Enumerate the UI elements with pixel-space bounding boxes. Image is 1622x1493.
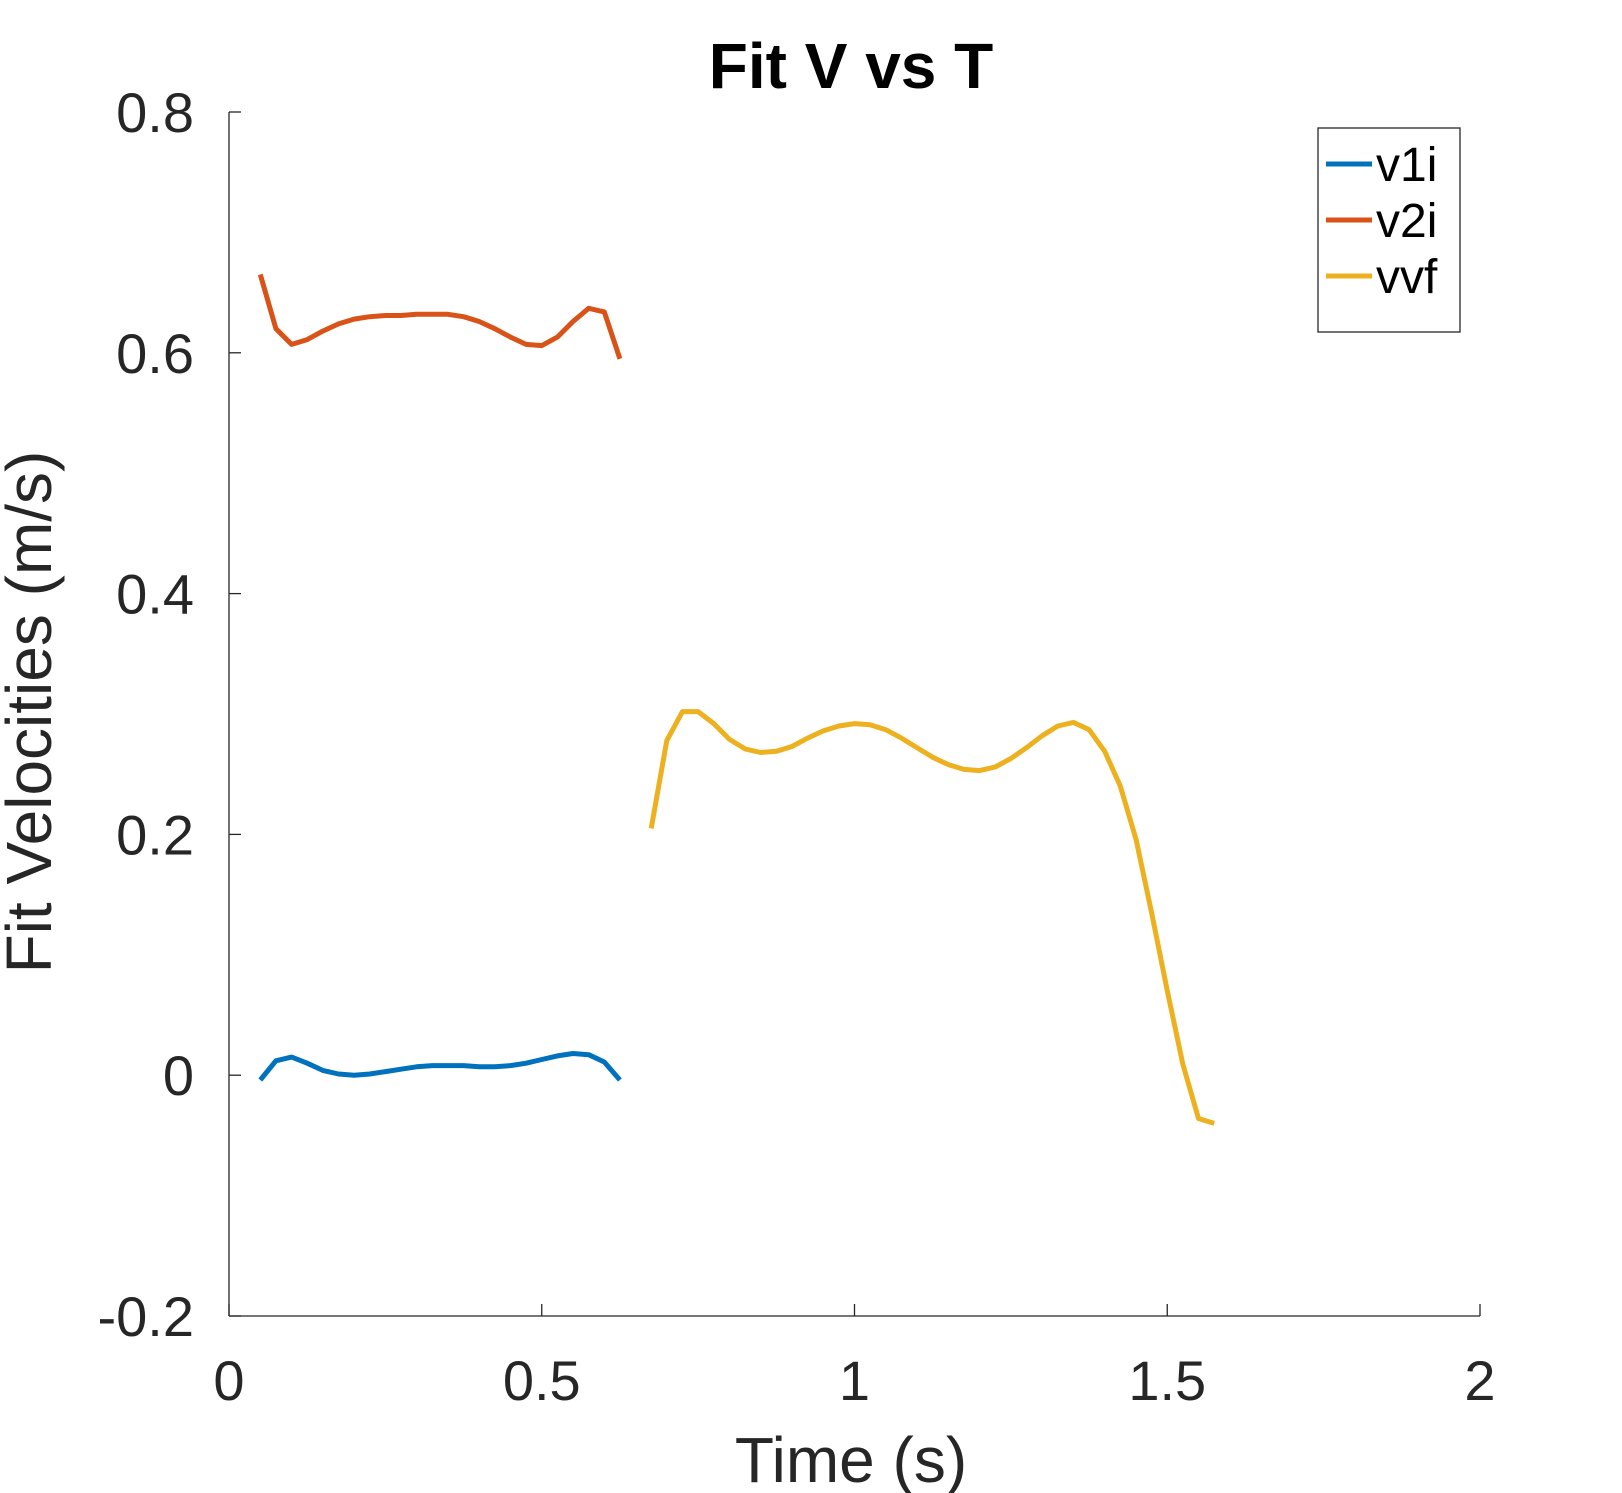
series-line-vvf (648, 709, 1215, 1126)
y-tick-label: 0.4 (116, 563, 194, 626)
x-tick-label: 2 (1464, 1349, 1495, 1412)
series-line-v1i (258, 1051, 622, 1082)
x-axis-title: Time (s) (735, 1424, 967, 1493)
y-tick-label: 0.6 (116, 322, 194, 385)
series-line-v2i (257, 273, 623, 360)
plot-lines (257, 273, 1215, 1126)
y-axis-title: Fit Velocities (m/s) (0, 451, 65, 974)
x-tick-label: 0.5 (503, 1349, 581, 1412)
x-tick-label: 1.5 (1128, 1349, 1206, 1412)
x-tick-label: 0 (213, 1349, 244, 1412)
x-tick-label: 1 (839, 1349, 870, 1412)
legend-label-v2i: v2i (1376, 195, 1437, 248)
y-tick-label: 0.8 (116, 81, 194, 144)
legend-label-v1i: v1i (1376, 139, 1437, 192)
axes: 0 0.5 1 1.5 2 -0.2 0 0.2 0.4 0.6 0.8 (98, 81, 1496, 1412)
y-tick-label: 0 (163, 1044, 194, 1107)
legend-label-vvf: vvf (1376, 251, 1438, 304)
y-tick-label: 0.2 (116, 803, 194, 866)
chart-title: Fit V vs T (709, 30, 994, 102)
y-tick-label: -0.2 (98, 1285, 195, 1348)
